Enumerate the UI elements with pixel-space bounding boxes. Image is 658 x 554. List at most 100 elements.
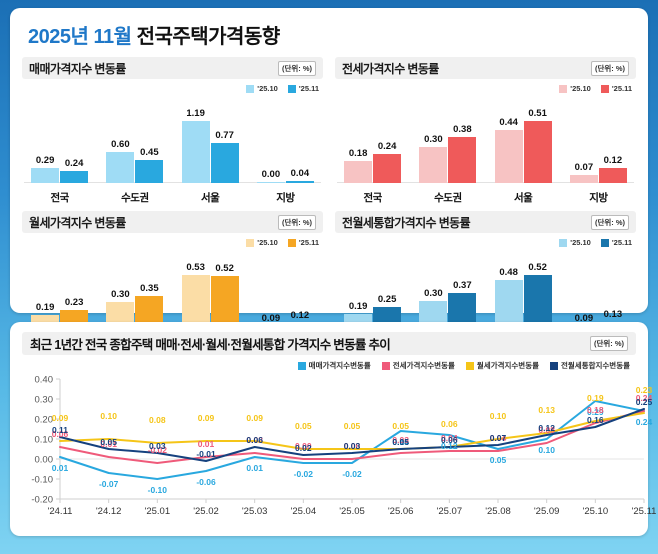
bar-curr: 0.24 bbox=[373, 141, 402, 183]
panel-header: 전세가격지수 변동률 (단위: %) bbox=[335, 57, 636, 79]
point-value-label: 0.24 bbox=[636, 417, 653, 427]
legend-label: '25.11 bbox=[611, 84, 632, 93]
bar-prev: 0.30 bbox=[419, 134, 448, 183]
x-tick-label: '25.03 bbox=[242, 506, 268, 517]
legend-swatch-icon bbox=[246, 238, 255, 247]
top-card: 2025년 11월 전국주택가격동향 매매가격지수 변동률 (단위: %) '25.… bbox=[10, 8, 648, 358]
point-value-label: 0.12 bbox=[538, 423, 555, 433]
legend-swatch-icon bbox=[465, 361, 474, 370]
x-tick-label: '24.12 bbox=[96, 506, 122, 517]
bar-value-label: 0.18 bbox=[348, 148, 368, 160]
point-value-label: 0.16 bbox=[587, 415, 604, 425]
bar-prev: 0.18 bbox=[344, 148, 373, 183]
trend-chart-area: 0.40 0.30 0.20 0.10 0.00 -0.10 -0.20'24.11 '24.… bbox=[22, 373, 656, 525]
trend-legend-item: 전월세통합지수변동률 bbox=[550, 360, 630, 371]
page-title-text: 전국주택가격동향 bbox=[136, 26, 281, 48]
page-title-period: 2025년 11월 bbox=[28, 26, 132, 48]
trend-title: 최근 1년간 전국 종합주택 매매·전세·월세·전월세통합 가격지수 변동률 추… bbox=[30, 338, 391, 352]
point-value-label: 0.03 bbox=[344, 441, 361, 451]
legend-item: '25.11 bbox=[600, 238, 632, 247]
category-label: 지방 bbox=[589, 192, 608, 204]
bar-value-label: 1.19 bbox=[186, 108, 205, 119]
bar-value-label: 0.24 bbox=[64, 157, 84, 169]
bar-group: 0.07 0.12 bbox=[561, 155, 636, 183]
trend-legend-label: 전월세통합지수변동률 bbox=[561, 361, 630, 370]
point-value-label: 0.04 bbox=[441, 433, 458, 443]
legend-label: '25.10 bbox=[570, 238, 591, 247]
bar-value-label: 0.30 bbox=[424, 133, 443, 145]
panel-header: 월세가격지수 변동률 (단위: %) bbox=[22, 211, 323, 233]
panel-jeonse-price-index: 전세가격지수 변동률 (단위: %) '25.10 '25.11 0.18 0.24 0.3… bbox=[335, 57, 636, 205]
x-tick-label: '24.11 bbox=[48, 506, 73, 517]
x-tick-label: '25.04 bbox=[291, 506, 317, 517]
panel-plot: 0.29 0.24 0.60 0.45 1.19 0.77 0.00 0.04 bbox=[22, 97, 323, 183]
legend-swatch-icon bbox=[381, 361, 390, 370]
point-value-label: 0.05 bbox=[100, 437, 117, 447]
point-value-label: 0.13 bbox=[538, 405, 555, 415]
bar-value-label: 0.77 bbox=[215, 129, 234, 141]
bar-value-label: 0.19 bbox=[35, 301, 55, 313]
legend-swatch-icon bbox=[550, 361, 558, 370]
legend-swatch-icon bbox=[297, 361, 306, 370]
bar-value-label: 0.25 bbox=[377, 294, 397, 306]
panel-legend: '25.10 '25.11 bbox=[335, 84, 636, 93]
x-tick-label: '25.06 bbox=[388, 506, 414, 517]
bar-value-label: 0.35 bbox=[140, 283, 159, 295]
legend-item: '25.10 bbox=[246, 238, 278, 247]
point-value-label: 0.06 bbox=[441, 419, 458, 429]
point-value-label: -0.02 bbox=[342, 469, 362, 479]
bar-value-label: 0.60 bbox=[111, 138, 130, 150]
point-value-label: 0.05 bbox=[295, 421, 312, 431]
legend-label: '25.10 bbox=[570, 84, 591, 93]
point-value-label: 0.03 bbox=[149, 441, 166, 451]
legend-item: '25.10 bbox=[559, 238, 591, 247]
bar-value-label: 0.04 bbox=[290, 167, 310, 179]
legend-label: '25.10 bbox=[257, 84, 278, 93]
point-value-label: 0.10 bbox=[538, 445, 555, 455]
point-value-label: 0.05 bbox=[392, 437, 409, 447]
bar-prev: 0.60 bbox=[106, 139, 135, 183]
category-label: 지방 bbox=[276, 192, 295, 204]
legend-item: '25.11 bbox=[287, 84, 319, 93]
bar-value-label: 0.12 bbox=[603, 155, 623, 167]
bar-group: 0.30 0.38 bbox=[410, 124, 485, 183]
point-value-label: 0.10 bbox=[490, 411, 507, 421]
bar-value-label: 0.52 bbox=[528, 262, 547, 273]
panel-unit-label: (단위: %) bbox=[277, 60, 316, 76]
x-tick-label: '25.08 bbox=[485, 506, 511, 517]
trend-card: 최근 1년간 전국 종합주택 매매·전세·월세·전월세통합 가격지수 변동률 추… bbox=[10, 322, 656, 536]
bar-value-label: 0.13 bbox=[603, 308, 623, 320]
point-value-label: 0.00 bbox=[295, 441, 312, 451]
bar-value-label: 0.29 bbox=[35, 154, 55, 166]
bar-value-label: 0.44 bbox=[499, 116, 518, 128]
legend-item: '25.11 bbox=[600, 84, 632, 93]
panel-unit-label: (단위: %) bbox=[590, 214, 629, 230]
panel-title: 전세가격지수 변동률 bbox=[342, 61, 439, 76]
legend-swatch-icon bbox=[600, 238, 609, 247]
point-value-label: 0.01 bbox=[52, 463, 69, 473]
legend-label: '25.11 bbox=[611, 238, 632, 247]
y-tick-label: -0.20 bbox=[31, 495, 53, 506]
bar-groups: 0.29 0.24 0.60 0.45 1.19 0.77 0.00 0.04 bbox=[22, 97, 323, 183]
category-label: 서울 bbox=[513, 192, 533, 204]
legend-label: '25.11 bbox=[298, 238, 319, 247]
point-value-label: 0.09 bbox=[52, 413, 69, 423]
trend-unit-label: (단위: %) bbox=[589, 336, 628, 351]
series-line-월세가격지수변동률 bbox=[59, 412, 645, 450]
point-value-label: 0.06 bbox=[441, 435, 458, 445]
trend-legend-label: 월세가격지수변동률 bbox=[476, 361, 539, 370]
category-label: 전국 bbox=[363, 192, 382, 204]
bar-group: 0.29 0.24 bbox=[22, 155, 97, 183]
bar-value-label: 0.38 bbox=[453, 123, 472, 135]
x-tick-label: '25.07 bbox=[437, 506, 463, 517]
legend-item: '25.10 bbox=[559, 84, 591, 93]
point-value-label: -0.02 bbox=[148, 445, 168, 455]
bar-prev: 0.00 bbox=[256, 169, 285, 183]
point-value-label: -0.06 bbox=[196, 477, 216, 487]
bar-value-label: 0.23 bbox=[64, 297, 84, 309]
legend-item: '25.11 bbox=[287, 238, 319, 247]
baseline bbox=[24, 182, 321, 183]
x-tick-label: '25.10 bbox=[583, 506, 609, 517]
bar-panel-grid: 매매가격지수 변동률 (단위: %) '25.10 '25.11 0.29 0.24 0.6… bbox=[22, 57, 636, 358]
